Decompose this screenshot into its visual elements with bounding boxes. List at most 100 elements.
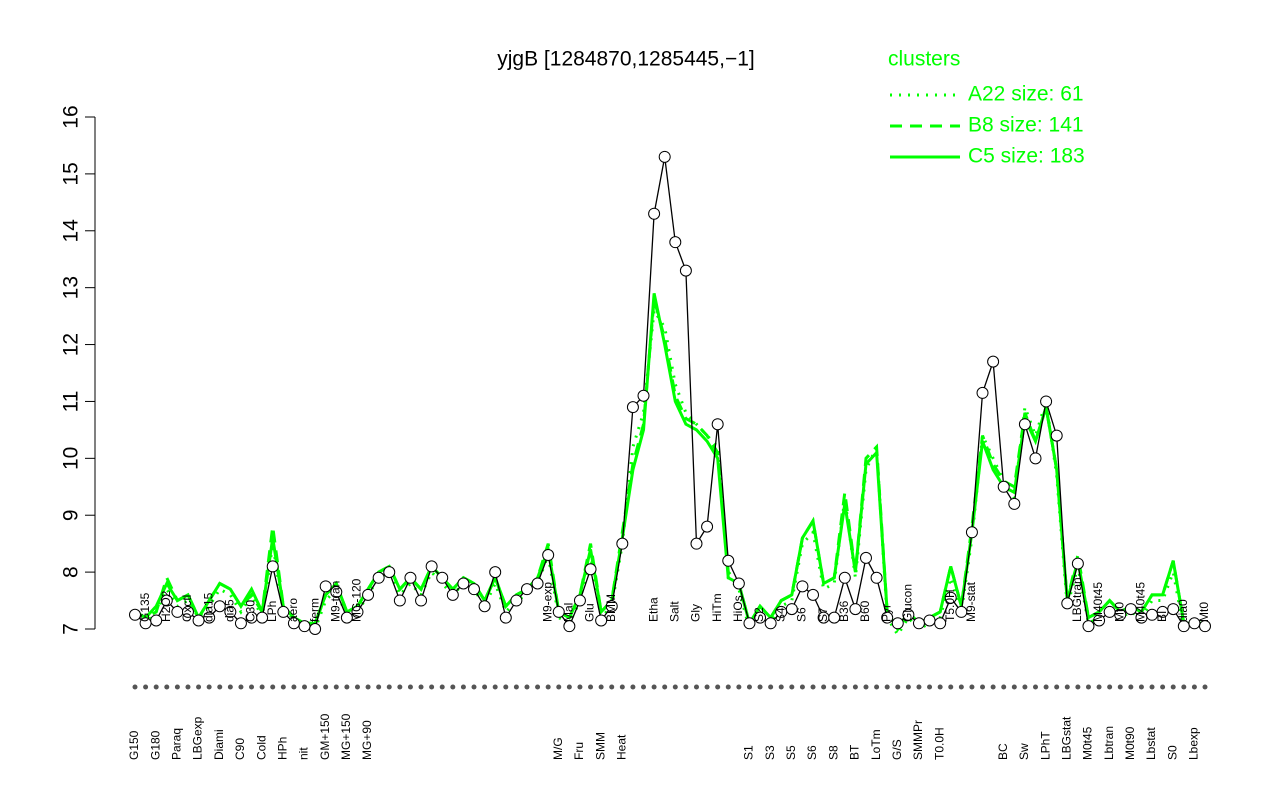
x-tick-label: MG+90 bbox=[360, 720, 374, 760]
data-point bbox=[1008, 497, 1021, 510]
x-tick-label: HiOs bbox=[731, 595, 745, 622]
x-tick-label: G/S bbox=[890, 739, 904, 760]
data-point bbox=[181, 605, 194, 618]
data-point bbox=[383, 566, 396, 579]
x-tick-dot bbox=[535, 684, 541, 690]
x-tick-label: Oxctl bbox=[180, 595, 194, 622]
x-tick-label: Glucon bbox=[901, 584, 915, 622]
x-tick-dot bbox=[630, 684, 636, 690]
x-tick-label: LBGstat bbox=[1059, 716, 1073, 760]
x-tick-dot bbox=[651, 684, 657, 690]
data-point bbox=[616, 537, 629, 550]
x-tick-dot bbox=[344, 684, 350, 690]
data-point bbox=[203, 611, 216, 624]
data-point bbox=[976, 386, 989, 399]
x-tick-label: Heat bbox=[614, 734, 628, 760]
x-tick-dot bbox=[778, 684, 784, 690]
x-tick-dot bbox=[1117, 684, 1123, 690]
x-tick-dot bbox=[831, 684, 837, 690]
x-tick-label: BMM bbox=[604, 594, 618, 622]
x-tick-label: M0t45 bbox=[1081, 726, 1095, 760]
x-tick-dot bbox=[1191, 684, 1197, 690]
data-point bbox=[902, 608, 915, 621]
x-tick-dot bbox=[1181, 684, 1187, 690]
legend-label: B8 size: 141 bbox=[968, 114, 1084, 137]
data-point bbox=[393, 594, 406, 607]
x-tick-dot bbox=[249, 684, 255, 690]
x-tick-dot bbox=[312, 684, 318, 690]
x-tick-dot bbox=[1043, 684, 1049, 690]
x-tick-dot bbox=[206, 684, 212, 690]
x-tick-dot bbox=[715, 684, 721, 690]
x-tick-dot bbox=[270, 684, 276, 690]
data-line bbox=[134, 305, 1206, 638]
x-tick-dot bbox=[1075, 684, 1081, 690]
x-tick-dot bbox=[693, 684, 699, 690]
x-tick-dot bbox=[185, 684, 191, 690]
x-tick-dot bbox=[916, 684, 922, 690]
data-point bbox=[1071, 557, 1084, 570]
x-tick-label: LBGtran bbox=[1070, 577, 1084, 622]
x-tick-dot bbox=[217, 684, 223, 690]
x-tick-dot bbox=[588, 684, 594, 690]
x-tick-dot bbox=[1202, 684, 1208, 690]
x-tick-dot bbox=[238, 684, 244, 690]
x-tick-label: nit bbox=[297, 747, 311, 760]
y-tick-label: 16 bbox=[60, 105, 83, 128]
data-point bbox=[478, 600, 491, 613]
data-point bbox=[669, 236, 682, 249]
x-tick-label: dia0 bbox=[1176, 599, 1190, 622]
x-tick-dot bbox=[969, 684, 975, 690]
x-tick-dot bbox=[641, 684, 647, 690]
x-tick-dot bbox=[1128, 684, 1134, 690]
x-tick-dot bbox=[1064, 684, 1070, 690]
x-tick-label: M9-stat bbox=[964, 581, 978, 622]
legend-label: C5 size: 183 bbox=[968, 145, 1085, 168]
data-point bbox=[446, 588, 459, 601]
x-tick-dot bbox=[1001, 684, 1007, 690]
x-tick-label: HiTm bbox=[710, 593, 724, 622]
data-point bbox=[1050, 429, 1063, 442]
x-tick-label: BT bbox=[848, 744, 862, 760]
data-point bbox=[1093, 614, 1106, 627]
x-tick-dot bbox=[450, 684, 456, 690]
data-point bbox=[626, 401, 639, 414]
x-tick-label: S5 bbox=[784, 745, 798, 760]
x-tick-label: Mt0 bbox=[1112, 602, 1126, 622]
data-point bbox=[595, 614, 608, 627]
x-tick-dot bbox=[418, 684, 424, 690]
data-point bbox=[944, 591, 957, 604]
data-point bbox=[266, 560, 279, 573]
x-tick-dot bbox=[471, 684, 477, 690]
x-tick-dot bbox=[196, 684, 202, 690]
x-tick-label: T0.0H bbox=[932, 727, 946, 760]
x-tick-dot bbox=[1054, 684, 1060, 690]
data-point bbox=[256, 611, 269, 624]
chart-title: yjgB [1284870,1285445,−1] bbox=[497, 48, 754, 71]
data-point bbox=[891, 617, 904, 630]
x-tick-dot bbox=[153, 684, 159, 690]
x-tick-label: LPhT bbox=[1038, 731, 1052, 760]
data-point bbox=[362, 588, 375, 601]
data-point bbox=[838, 571, 851, 584]
x-tick-dot bbox=[503, 684, 509, 690]
data-point bbox=[552, 605, 565, 618]
x-tick-dot bbox=[895, 684, 901, 690]
data-point bbox=[934, 617, 947, 630]
x-tick-dot bbox=[609, 684, 615, 690]
x-tick-dot bbox=[333, 684, 339, 690]
data-point bbox=[531, 577, 544, 590]
data-point bbox=[965, 526, 978, 539]
x-tick-dot bbox=[365, 684, 371, 690]
x-tick-dot bbox=[1085, 684, 1091, 690]
x-tick-dot bbox=[1032, 684, 1038, 690]
x-tick-dot bbox=[746, 684, 752, 690]
data-point bbox=[213, 600, 226, 613]
x-tick-label: aero bbox=[286, 598, 300, 622]
data-point bbox=[701, 520, 714, 533]
data-point bbox=[743, 617, 756, 630]
x-tick-dot bbox=[937, 684, 943, 690]
data-point bbox=[870, 571, 883, 584]
data-point bbox=[711, 418, 724, 431]
y-tick-label: 14 bbox=[60, 219, 83, 243]
